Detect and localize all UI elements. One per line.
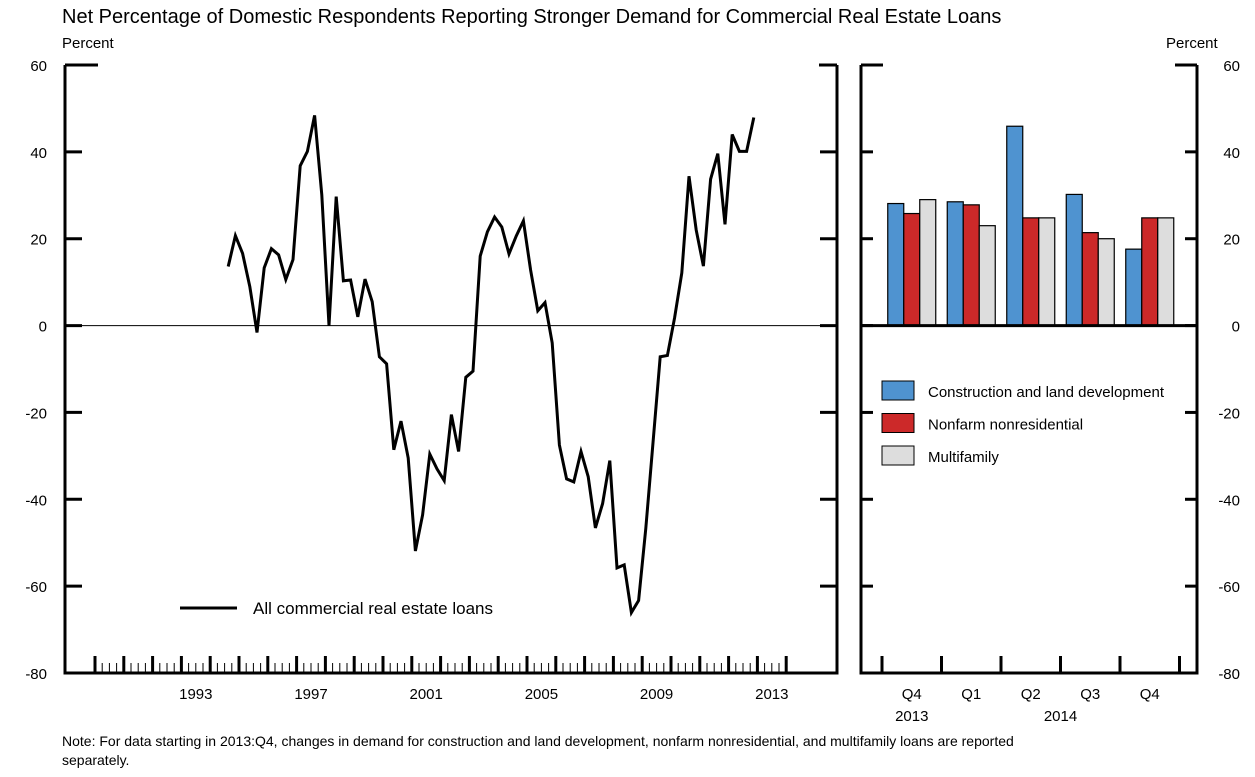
- line-panel: 60 40 20 0 -20 -40 -60 -80 1993 1997 2001 2005 2009 2…: [25, 58, 839, 703]
- bar: [1141, 217, 1159, 327]
- chart-note: Note: For data starting in 2013:Q4, chan…: [62, 733, 1014, 749]
- x-tick-label: 2009: [640, 686, 673, 703]
- bar: [1022, 217, 1040, 327]
- y-tick-label: 0: [1232, 319, 1240, 336]
- y-tick-label: 20: [30, 232, 47, 249]
- bar: [946, 201, 964, 327]
- year-label: 2014: [1044, 708, 1077, 725]
- bar-panel: 60 40 20 0 -20 -40 -60 -80 Q4 Q1 Q2 Q3 Q4 2013 2014 Con…: [859, 58, 1240, 725]
- bar: [887, 202, 905, 327]
- legend-swatch: [881, 413, 915, 433]
- y-tick-label: -80: [1218, 666, 1240, 683]
- x-tick-label: Q3: [1080, 686, 1100, 703]
- y-tick-label: 60: [30, 58, 47, 75]
- legend-label: Construction and land development: [928, 384, 1165, 401]
- y-tick-label: -40: [1218, 492, 1240, 509]
- x-tick-label: Q1: [961, 686, 981, 703]
- legend-label: Multifamily: [928, 449, 999, 466]
- y-tick-label: -40: [25, 492, 47, 509]
- y-tick-label: 60: [1223, 58, 1240, 75]
- chart-note-continued: separately.: [62, 752, 130, 768]
- bar: [1038, 217, 1056, 327]
- x-tick-label: 2005: [525, 686, 558, 703]
- y-tick-label: 20: [1223, 232, 1240, 249]
- legend-label: All commercial real estate loans: [253, 599, 493, 618]
- y-tick-label: -60: [25, 579, 47, 596]
- y-tick-label: -20: [1218, 405, 1240, 422]
- chart-title: Net Percentage of Domestic Respondents R…: [62, 6, 1002, 28]
- x-tick-label: Q4: [902, 686, 922, 703]
- legend-label: Nonfarm nonresidential: [928, 417, 1083, 434]
- left-unit-label: Percent: [62, 35, 114, 52]
- bar: [919, 199, 937, 327]
- y-tick-label: -20: [25, 405, 47, 422]
- legend-swatch: [881, 445, 915, 466]
- bar: [1081, 232, 1099, 327]
- bar: [1125, 248, 1143, 327]
- y-tick-label: 40: [30, 145, 47, 162]
- bar: [978, 225, 996, 327]
- bar: [903, 212, 921, 327]
- x-tick-label: Q4: [1140, 686, 1160, 703]
- bar: [1157, 217, 1175, 327]
- y-tick-label: -80: [25, 666, 47, 683]
- bar: [1006, 125, 1024, 327]
- axis-frame: [63, 65, 839, 675]
- y-tick-label: 40: [1223, 145, 1240, 162]
- x-tick-label: 2013: [755, 686, 788, 703]
- axis-frame: [859, 65, 1199, 675]
- bar: [962, 204, 980, 327]
- right-unit-label: Percent: [1166, 35, 1218, 52]
- x-tick-label: 1997: [294, 686, 327, 703]
- y-tick-label: 0: [39, 319, 47, 336]
- x-tick-label: Q2: [1021, 686, 1041, 703]
- x-tick-label: 2001: [410, 686, 443, 703]
- bar: [1065, 193, 1083, 327]
- y-tick-label: -60: [1218, 579, 1240, 596]
- year-label: 2013: [895, 708, 928, 725]
- x-tick-label: 1993: [179, 686, 212, 703]
- legend-swatch: [881, 380, 915, 401]
- bar: [1097, 238, 1115, 327]
- series-line: [226, 115, 756, 617]
